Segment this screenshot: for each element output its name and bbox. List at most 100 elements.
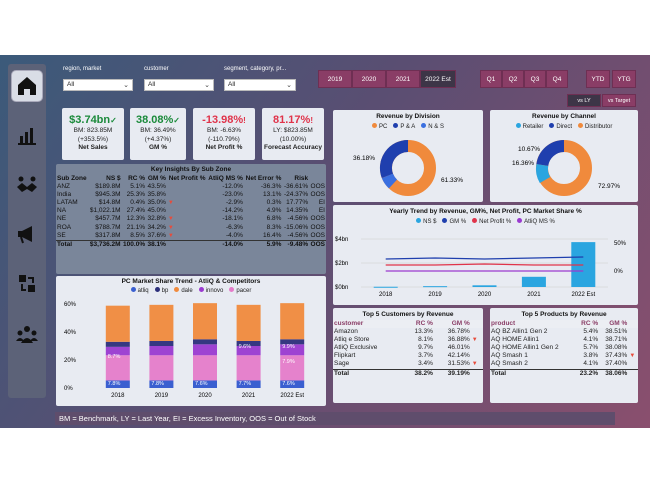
table-cell: AQ HOME Allin1 Gen 2: [491, 344, 559, 352]
table-cell: $317.8M: [95, 231, 121, 239]
legend-dot: [472, 218, 478, 223]
table-row: AQ Smash 2 4.1% 37.40%: [490, 360, 638, 369]
table-cell: SE: [57, 231, 66, 239]
atliq-bar: [105, 380, 130, 388]
table-cell: 46.01%: [447, 344, 470, 352]
market-share-bar: [280, 344, 305, 356]
legend-label: NS $: [423, 219, 437, 225]
legend-label: pacer: [236, 288, 252, 294]
year-2021-button[interactable]: 2021: [386, 70, 420, 88]
x-tick-label: 2020: [478, 292, 492, 298]
table-cell: 37.43%: [605, 352, 628, 360]
x-tick-label: 2018: [111, 393, 125, 399]
channel-slice-retailer: [535, 163, 551, 184]
table-cell: 5.9%: [266, 240, 282, 248]
kpi-value: 38.08%: [135, 114, 174, 126]
customer-filter-label: customer: [144, 66, 169, 72]
segment-dropdown[interactable]: All ⌄: [224, 79, 296, 91]
insights-header-cell: GM %: [147, 175, 166, 182]
legend-item: NS $: [416, 218, 436, 225]
year-2019-button[interactable]: 2019: [318, 70, 352, 88]
legend-dot: [578, 123, 583, 128]
table-row: Sage 3.4% 31.53% ▼: [333, 360, 483, 369]
table-row: AQ HOME Allin1 4.1% 38.71%: [490, 336, 638, 344]
legend-label: dale: [181, 288, 193, 294]
finance-nav-button[interactable]: [11, 119, 43, 151]
top-products-table: product RC % GM % AQ BZ Allin1 Gen 2 5.4% 38.…: [490, 320, 638, 378]
kpi-benchmark: BM: 36.49%: [140, 127, 176, 134]
kpi-value: -13.98%: [202, 114, 244, 126]
table-cell: -4.56%: [287, 231, 309, 239]
table-cell: -6.3%: [225, 223, 243, 231]
market-share-bar: [280, 303, 305, 340]
home-nav-button[interactable]: [11, 70, 43, 102]
table-header-cell: [471, 320, 483, 328]
table-cell: NA: [57, 207, 67, 215]
table-row: AtliQ Exclusive 9.7% 46.01%: [333, 344, 483, 352]
table-cell: 6.8%: [266, 215, 282, 223]
market-share-bar: [280, 355, 305, 381]
vs-ly-toggle[interactable]: vs LY: [567, 94, 601, 107]
table-cell: -2.9%: [225, 199, 243, 207]
legend-label: N & S: [428, 124, 444, 130]
chevron-down-icon: ⌄: [204, 82, 210, 89]
table-cell: -4.56%: [287, 215, 309, 223]
table-cell: EI: [318, 199, 325, 207]
quarter-q4-button[interactable]: Q4: [546, 70, 568, 88]
legend-dot: [421, 123, 427, 128]
table-row: ROA $788.7M 21.1% 34.2% ▼ -6.3% 8.3% -15.06% OOS: [56, 224, 326, 232]
kpi-title: Net Sales: [78, 144, 108, 151]
legend-dot: [198, 287, 204, 292]
legend-dot: [549, 123, 555, 128]
table-cell: Sage: [334, 360, 350, 368]
market-share-bar: [193, 355, 217, 381]
trend-down-icon: [471, 328, 483, 336]
executive-nav-button[interactable]: [11, 318, 43, 350]
trend-down-icon: [471, 344, 483, 352]
yearly-legend: NS $ GM % Net Profit % AtliQ MS %: [333, 218, 638, 225]
x-tick-label: 2020: [198, 393, 212, 399]
table-cell: -14.0%: [222, 240, 243, 248]
market-share-bar: [149, 346, 174, 356]
top-products-panel: Top 5 Products by Revenue product RC % GM …: [490, 308, 638, 403]
division-slice-pa: [379, 139, 409, 179]
table-cell: 35.8%: [147, 191, 166, 199]
marketing-nav-button[interactable]: [11, 218, 43, 250]
quarter-q3-button[interactable]: Q3: [524, 70, 546, 88]
year-2022-est-button[interactable]: 2022 Est: [420, 70, 456, 88]
atliq-bar: [193, 380, 217, 388]
gm-line: [385, 256, 584, 260]
table-cell: $788.7M: [95, 223, 121, 231]
table-cell: 8.1%: [418, 336, 433, 344]
top-customers-title: Top 5 Customers by Revenue: [362, 311, 454, 318]
table-cell: 14.35%: [286, 207, 309, 215]
quarter-q1-button[interactable]: Q1: [480, 70, 502, 88]
insights-header-cell: RC %: [128, 175, 146, 182]
kpi-net-profit: -13.98%! BM: -6.63% (-110.79%) Net Profi…: [193, 108, 255, 160]
legend-item: Distributor: [578, 123, 612, 130]
year-2020-button[interactable]: 2020: [352, 70, 386, 88]
insights-header-cell: Risk: [294, 175, 309, 182]
sales-nav-button[interactable]: [11, 169, 43, 201]
market-share-bar: [236, 346, 261, 356]
table-cell: 17.77%: [286, 199, 309, 207]
legend-label: Direct: [556, 124, 572, 130]
table-cell: 3.8%: [583, 352, 599, 360]
table-cell: NE: [57, 215, 67, 223]
legend-label: Distributor: [585, 124, 613, 130]
ytd-button[interactable]: YTD: [586, 70, 610, 88]
region-dropdown[interactable]: All ⌄: [63, 79, 133, 91]
ytg-button[interactable]: YTG: [612, 70, 636, 88]
customer-dropdown[interactable]: All ⌄: [144, 79, 214, 91]
extra-value-label: 7.9%: [282, 359, 295, 365]
kpi-benchmark: LY: $823.85M: [273, 127, 313, 134]
table-cell: -36.3%: [260, 183, 282, 191]
quarter-q2-button[interactable]: Q2: [502, 70, 524, 88]
vs-target-toggle[interactable]: vs Target: [602, 94, 636, 107]
trend-down-icon: ▼: [629, 353, 636, 360]
trend-legend: atliq bp dale innovo pacer: [56, 287, 326, 294]
legend-item: PC: [372, 123, 387, 130]
supply-chain-nav-button[interactable]: [11, 268, 43, 300]
legend-dot: [372, 123, 378, 128]
supply-chain-icon: [19, 275, 35, 292]
